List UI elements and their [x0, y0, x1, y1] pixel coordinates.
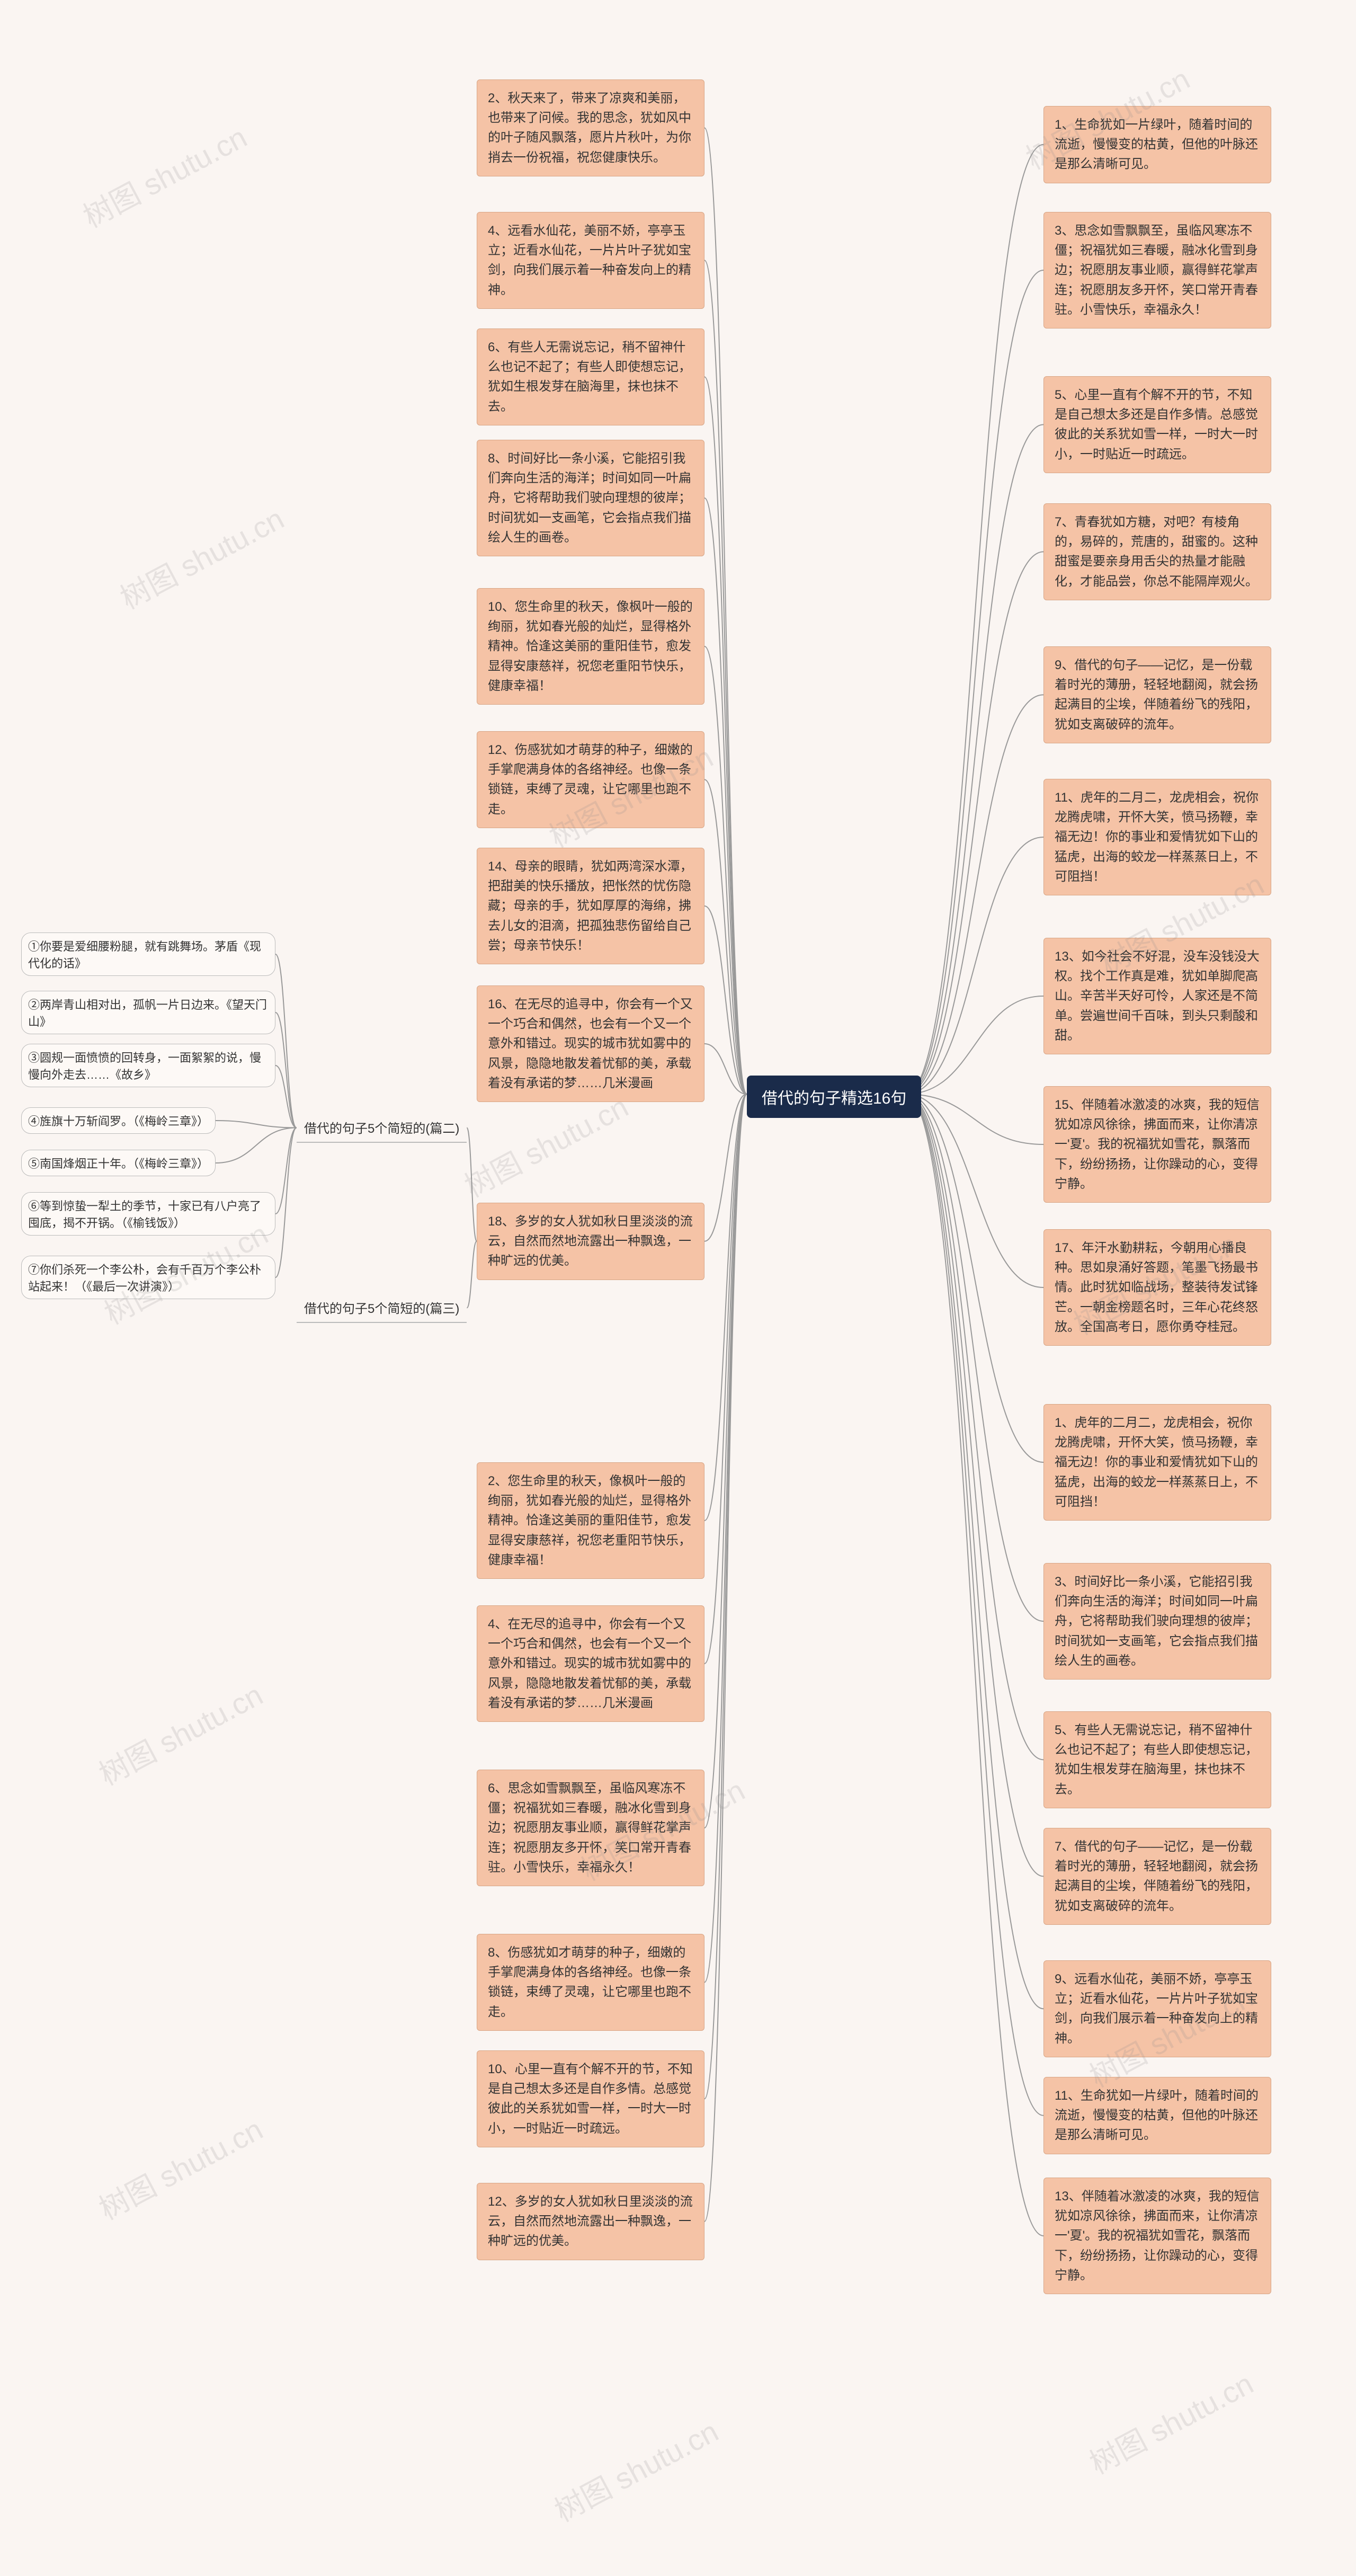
right-top-card: 5、心里一直有个解不开的节，不知是自己想太多还是自作多情。总感觉彼此的关系犹如雪… [1043, 376, 1271, 473]
left-bottom-card: 6、思念如雪飘飘至，虽临风寒冻不僵；祝福犹如三春暖，融冰化雪到身边；祝愿朋友事业… [477, 1770, 704, 1886]
watermark: 树图 shutu.cn [546, 2408, 725, 2530]
left-bottom-card: 10、心里一直有个解不开的节，不知是自己想太多还是自作多情。总感觉彼此的关系犹如… [477, 2050, 704, 2147]
left-top-card: 14、母亲的眼睛，犹如两湾深水潭，把甜美的快乐播放，把怅然的忧伤隐藏；母亲的手，… [477, 848, 704, 964]
left-small-node: ①你要是爱细腰粉腿，就有跳舞场。茅盾《现代化的话》 [21, 932, 275, 976]
left-top-card: 4、远看水仙花，美丽不娇，亭亭玉立；近看水仙花，一片片叶子犹如宝剑，向我们展示着… [477, 212, 704, 309]
right-top-card: 3、思念如雪飘飘至，虽临风寒冻不僵；祝福犹如三春暖，融冰化雪到身边；祝愿朋友事业… [1043, 212, 1271, 328]
right-top-card: 15、伴随着冰激凌的冰爽，我的短信犹如凉风徐徐，拂面而来，让你清凉一'夏'。我的… [1043, 1086, 1271, 1203]
right-top-card: 7、青春犹如方糖，对吧？有棱角的，易碎的，荒唐的，甜蜜的。这种甜蜜是要亲身用舌尖… [1043, 503, 1271, 600]
left-top-card: 10、您生命里的秋天，像枫叶一般的绚丽，犹如春光般的灿烂，显得格外精神。恰逢这美… [477, 588, 704, 705]
right-bottom-card: 13、伴随着冰激凌的冰爽，我的短信犹如凉风徐徐，拂面而来，让你清凉一'夏'。我的… [1043, 2178, 1271, 2294]
root-label: 借代的句子精选16句 [762, 1090, 906, 1107]
right-bottom-card: 7、借代的句子——记忆，是一份载着时光的薄册，轻轻地翻阅，就会扬起满目的尘埃，伴… [1043, 1828, 1271, 1925]
left-small-node: ⑦你们杀死一个李公朴，会有千百万个李公朴站起来！（《最后一次讲演》） [21, 1256, 275, 1299]
right-top-card: 11、虎年的二月二，龙虎相会，祝你龙腾虎啸，开怀大笑，愤马扬鞭，幸福无边！你的事… [1043, 779, 1271, 895]
left-top-card: 12、伤感犹如才萌芽的种子，细嫩的手掌爬满身体的各络神经。也像一条锁链，束缚了灵… [477, 731, 704, 828]
left-top-card: 2、秋天来了，带来了凉爽和美丽，也带来了问候。我的思念，犹如风中的叶子随风飘落，… [477, 79, 704, 176]
left-small-node: ④旌旗十万斩阎罗。（《梅岭三章》） [21, 1107, 216, 1134]
right-bottom-card: 9、远看水仙花，美丽不娇，亭亭玉立；近看水仙花，一片片叶子犹如宝剑，向我们展示着… [1043, 1960, 1271, 2057]
right-top-card: 17、年汗水勤耕耘，今朝用心播良种。思如泉涌好答题，笔墨飞扬最书情。此时犹如临战… [1043, 1229, 1271, 1346]
left-small-node: ⑥等到惊蛰一犁土的季节，十家已有八户亮了囤底，揭不开锅。（《榆钱饭》） [21, 1192, 275, 1236]
left-top-card: 6、有些人无需说忘记，稍不留神什么也记不起了；有些人即使想忘记，犹如生根发芽在脑… [477, 328, 704, 425]
right-bottom-card: 3、时间好比一条小溪，它能招引我们奔向生活的海洋；时间如同一叶扁舟，它将帮助我们… [1043, 1563, 1271, 1680]
left-top-card: 8、时间好比一条小溪，它能招引我们奔向生活的海洋；时间如同一叶扁舟，它将帮助我们… [477, 440, 704, 556]
left-small-node: ②两岸青山相对出，孤帆一片日边来。《望天门山》 [21, 991, 275, 1034]
watermark: 树图 shutu.cn [91, 1672, 270, 1794]
left-bottom-card: 2、您生命里的秋天，像枫叶一般的绚丽，犹如春光般的灿烂，显得格外精神。恰逢这美丽… [477, 1462, 704, 1579]
left-top-card: 16、在无尽的追寻中，你会有一个又一个巧合和偶然，也会有一个又一个意外和错过。现… [477, 985, 704, 1102]
right-top-card: 9、借代的句子——记忆，是一份载着时光的薄册，轻轻地翻阅，就会扬起满目的尘埃，伴… [1043, 646, 1271, 743]
watermark: 树图 shutu.cn [1081, 2360, 1260, 2483]
right-bottom-card: 1、虎年的二月二，龙虎相会，祝你龙腾虎啸，开怀大笑，愤马扬鞭，幸福无边！你的事业… [1043, 1404, 1271, 1521]
left-bottom-card: 8、伤感犹如才萌芽的种子，细嫩的手掌爬满身体的各络神经。也像一条锁链，束缚了灵魂… [477, 1934, 704, 2031]
left-bottom-card: 12、多岁的女人犹如秋日里淡淡的流云，自然而然地流露出一种飘逸，一种旷远的优美。 [477, 2183, 704, 2260]
right-bottom-card: 11、生命犹如一片绿叶，随着时间的流逝，慢慢变的枯黄，但他的叶脉还是那么清晰可见… [1043, 2077, 1271, 2154]
right-bottom-card: 5、有些人无需说忘记，稍不留神什么也记不起了；有些人即使想忘记，犹如生根发芽在脑… [1043, 1711, 1271, 1808]
left-mid-parent-card: 18、多岁的女人犹如秋日里淡淡的流云，自然而然地流露出一种飘逸，一种旷远的优美。 [477, 1203, 704, 1280]
root-node: 借代的句子精选16句 [747, 1076, 921, 1118]
left-small-node: ③圆规一面愤愤的回转身，一面絮絮的说，慢慢向外走去……《故乡》 [21, 1044, 275, 1087]
right-top-card: 13、如今社会不好混，没车没钱没大权。找个工作真是难，犹如单脚爬高山。辛苦半天好… [1043, 938, 1271, 1054]
left-plain-node: 借代的句子5个简短的(篇三) [297, 1293, 467, 1323]
watermark: 树图 shutu.cn [91, 2106, 270, 2228]
left-plain-node: 借代的句子5个简短的(篇二) [297, 1113, 467, 1143]
watermark: 树图 shutu.cn [112, 495, 291, 618]
left-bottom-card: 4、在无尽的追寻中，你会有一个又一个巧合和偶然，也会有一个又一个意外和错过。现实… [477, 1605, 704, 1722]
watermark: 树图 shutu.cn [75, 114, 254, 236]
left-small-node: ⑤南国烽烟正十年。（《梅岭三章》） [21, 1150, 216, 1176]
right-top-card: 1、生命犹如一片绿叶，随着时间的流逝，慢慢变的枯黄，但他的叶脉还是那么清晰可见。 [1043, 106, 1271, 183]
